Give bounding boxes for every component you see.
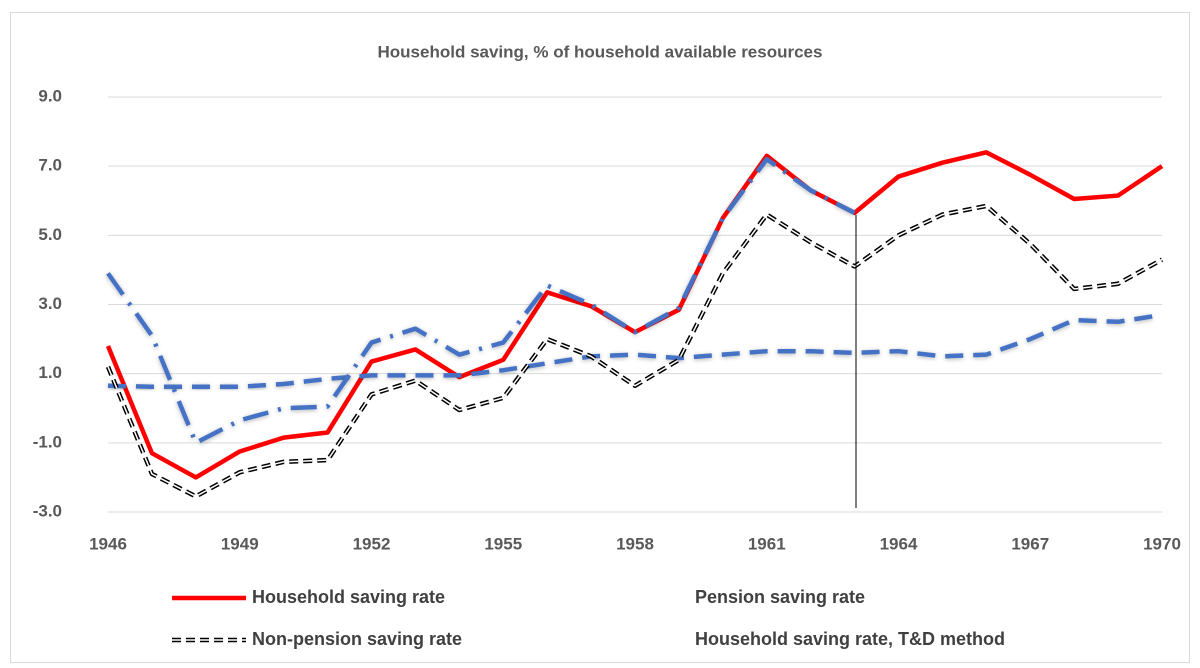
- series-line: [106, 157, 856, 446]
- x-tick-label: 1961: [748, 534, 786, 553]
- series-line-inner: [107, 205, 1163, 498]
- y-tick-label: 5.0: [38, 225, 62, 244]
- x-tick-label: 1952: [353, 534, 391, 553]
- legend: Household saving rate Pension saving rate…: [172, 587, 1005, 649]
- y-tick-label: -3.0: [33, 501, 62, 520]
- x-tick-label: 1946: [89, 534, 127, 553]
- x-tick-label: 1964: [880, 534, 918, 553]
- legend-label: Household saving rate, T&D method: [695, 629, 1005, 649]
- x-tick-label: 1970: [1143, 534, 1181, 553]
- x-tick-label: 1955: [484, 534, 522, 553]
- x-tick-label: 1958: [616, 534, 654, 553]
- plot: [105, 150, 1164, 499]
- x-tick-label: 1967: [1011, 534, 1049, 553]
- y-tick-label: 9.0: [38, 86, 62, 105]
- y-tick-label: 7.0: [38, 156, 62, 175]
- y-tick-label: 3.0: [38, 294, 62, 313]
- chart-frame: [10, 12, 1190, 663]
- legend-label: Non-pension saving rate: [252, 629, 462, 649]
- chart-title: Household saving, % of household availab…: [378, 42, 823, 61]
- legend-label: Household saving rate: [252, 587, 445, 607]
- y-tick-label: 1.0: [38, 363, 62, 382]
- x-tick-label: 1949: [221, 534, 259, 553]
- y-tick-label: -1.0: [33, 432, 62, 451]
- series-line: [107, 312, 1163, 390]
- grid: -3.0 -1.0 1.0 3.0 5.0 7.0 9.0 1946 1949 1952 1955 1…: [33, 86, 1181, 553]
- legend-label: Pension saving rate: [695, 587, 865, 607]
